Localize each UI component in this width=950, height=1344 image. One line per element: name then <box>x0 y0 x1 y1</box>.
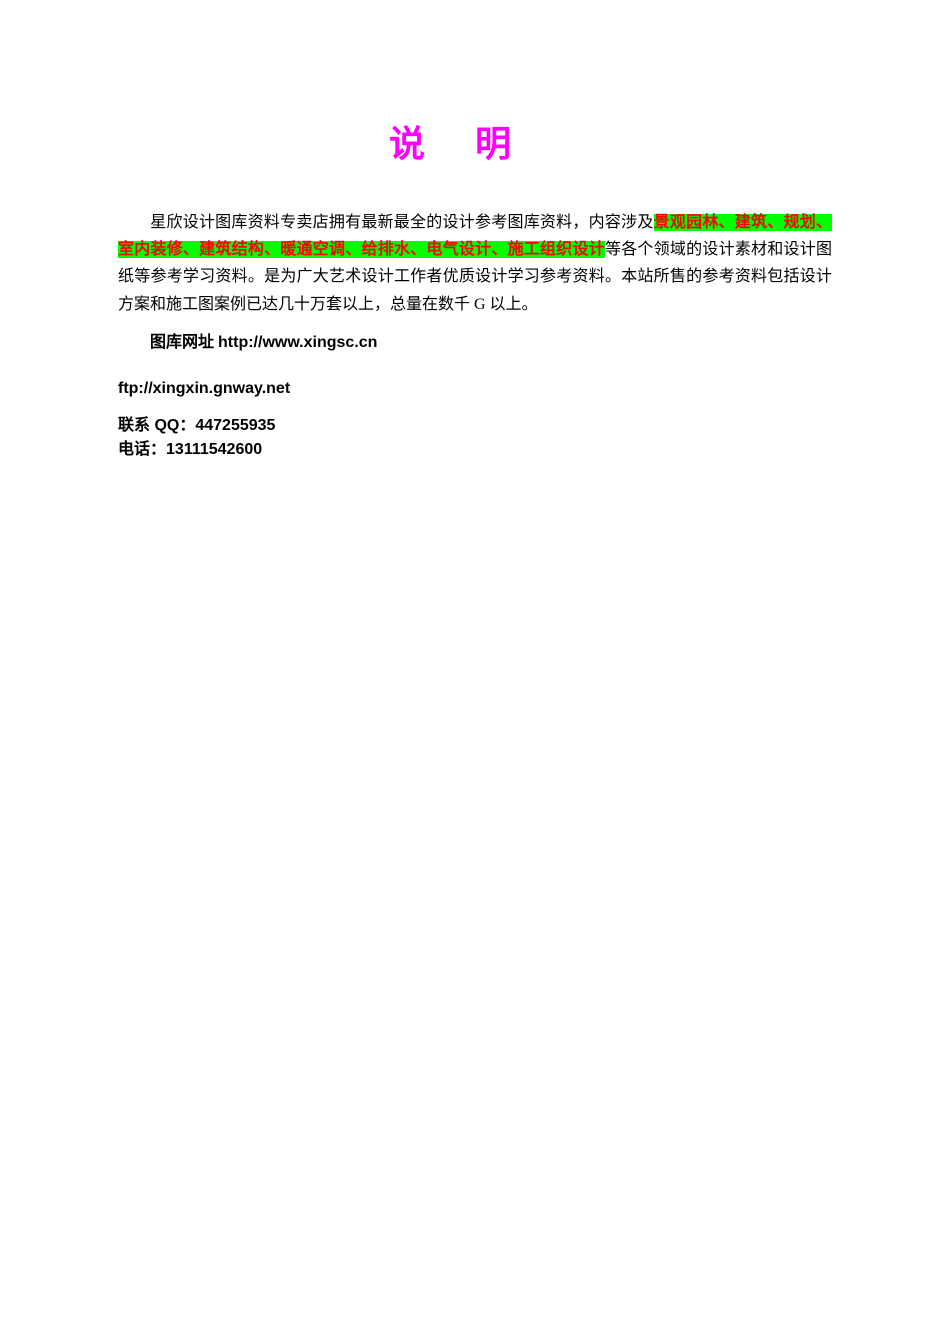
ftp-url[interactable]: ftp://xingxin.gnway.net <box>118 380 290 397</box>
qq-contact-line: 联系 QQ：447255935 <box>118 414 832 438</box>
website-url-line: 图库网址 http://www.xingsc.cn <box>118 328 832 352</box>
qq-label: 联系 QQ： <box>118 417 195 434</box>
qq-number: 447255935 <box>195 417 275 434</box>
phone-contact-line: 电话：13111542600 <box>118 438 832 462</box>
website-url[interactable]: http://www.xingsc.cn <box>218 334 377 351</box>
main-paragraph: 星欣设计图库资料专卖店拥有最新最全的设计参考图库资料，内容涉及景观园林、建筑、规… <box>118 209 832 318</box>
phone-number: 13111542600 <box>166 441 262 458</box>
paragraph-prefix: 星欣设计图库资料专卖店拥有最新最全的设计参考图库资料，内容涉及 <box>150 214 654 231</box>
url-label: 图库网址 <box>150 334 218 351</box>
ftp-url-line: ftp://xingxin.gnway.net <box>118 380 832 398</box>
document-title: 说明 <box>118 115 832 167</box>
phone-label: 电话： <box>118 441 166 458</box>
